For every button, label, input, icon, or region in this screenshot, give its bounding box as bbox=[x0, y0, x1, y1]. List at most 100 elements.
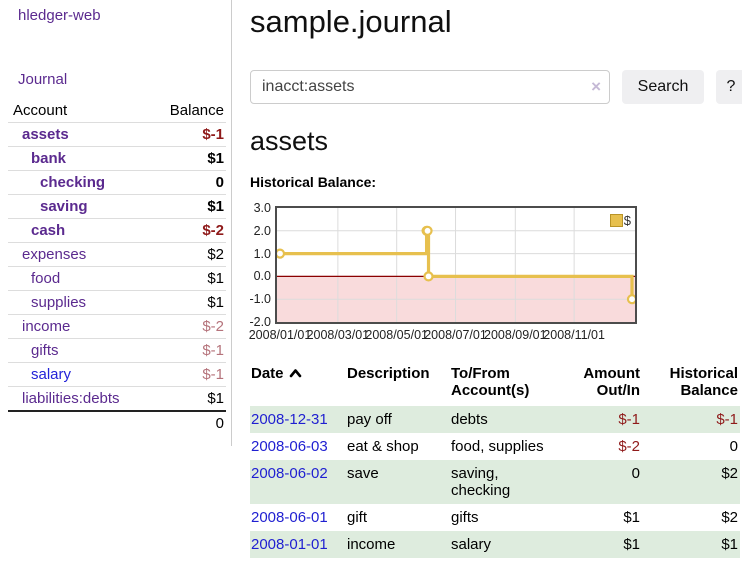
table-row: salary $-1 bbox=[8, 362, 226, 387]
transaction-amount: $1 bbox=[623, 509, 640, 526]
transaction-date-link[interactable]: 2008-06-01 bbox=[251, 509, 328, 526]
y-axis-tick: 3.0 bbox=[253, 201, 271, 215]
legend-label: $ bbox=[623, 213, 631, 228]
register-table: Date Description To/From Account(s) Amoun… bbox=[250, 360, 740, 558]
sidebar-account-food[interactable]: food bbox=[31, 270, 61, 287]
help-button[interactable]: ? bbox=[716, 70, 742, 104]
account-balance: $-1 bbox=[149, 362, 226, 387]
transaction-accounts: gifts bbox=[451, 509, 479, 526]
table-row: income $-2 bbox=[8, 314, 226, 339]
accounts-header-row: Account Balance bbox=[8, 99, 226, 123]
table-row: liabilities:debts $1 bbox=[8, 386, 226, 412]
transaction-amount: $-2 bbox=[618, 438, 640, 455]
transaction-amount: $-1 bbox=[570, 406, 642, 433]
clear-search-icon[interactable]: × bbox=[591, 77, 601, 96]
transaction-accounts: salary bbox=[450, 531, 570, 558]
accounts-total-row: 0 bbox=[8, 411, 226, 435]
search-input[interactable] bbox=[250, 70, 610, 104]
column-header-balance: Historical Balance bbox=[669, 365, 738, 399]
table-row: 2008-06-02 save saving, checking 0 $2 bbox=[250, 460, 740, 504]
account-balance: $-2 bbox=[149, 314, 226, 339]
column-header-amount: Amount Out/In bbox=[583, 365, 640, 399]
chart-canvas bbox=[277, 208, 635, 322]
app-brand-link[interactable]: hledger-web bbox=[18, 7, 101, 24]
transaction-date-link[interactable]: 2008-06-02 bbox=[251, 465, 328, 482]
transaction-description: pay off bbox=[346, 406, 450, 433]
chart-title: Historical Balance: bbox=[250, 174, 377, 190]
transaction-balance: $2 bbox=[721, 509, 738, 526]
account-balance: $-1 bbox=[149, 338, 226, 363]
column-header-description: Description bbox=[347, 365, 430, 382]
transaction-date-link[interactable]: 2008-12-31 bbox=[251, 411, 328, 428]
page-title: sample.journal bbox=[250, 4, 452, 39]
sidebar-account-expenses[interactable]: expenses bbox=[22, 246, 87, 263]
sidebar-account-bank[interactable]: bank bbox=[31, 150, 67, 167]
y-axis: 3.0 2.0 1.0 0.0 -1.0 -2.0 bbox=[249, 200, 271, 330]
table-row: assets $-1 bbox=[8, 122, 226, 147]
table-row: expenses $2 bbox=[8, 242, 226, 267]
transaction-balance: 0 bbox=[729, 438, 738, 455]
sidebar-account-income[interactable]: income bbox=[22, 318, 71, 335]
sidebar-account-salary[interactable]: salary bbox=[31, 366, 72, 383]
sidebar-item-journal[interactable]: Journal bbox=[18, 71, 68, 88]
chart-plot-area: $ bbox=[275, 206, 637, 324]
register-header-row: Date Description To/From Account(s) Amoun… bbox=[250, 360, 740, 406]
transaction-accounts: debts bbox=[450, 406, 570, 433]
transaction-accounts: food, supplies bbox=[451, 438, 544, 455]
x-axis-tick: 2008/01/01 bbox=[248, 328, 312, 342]
table-row: 2008-06-01 gift gifts $1 $2 bbox=[250, 504, 740, 531]
transaction-description: save bbox=[346, 460, 450, 504]
transaction-date-link[interactable]: 2008-06-03 bbox=[251, 438, 328, 455]
y-axis-tick: -2.0 bbox=[249, 315, 271, 329]
search-button[interactable]: Search bbox=[622, 70, 704, 104]
sidebar-account-cash[interactable]: cash bbox=[31, 222, 66, 239]
transaction-description: income bbox=[346, 531, 450, 558]
sidebar-account-saving[interactable]: saving bbox=[40, 198, 88, 215]
transaction-amount: 0 bbox=[570, 460, 642, 504]
transaction-balance: $2 bbox=[642, 460, 740, 504]
sidebar-account-liabilities-debts[interactable]: liabilities:debts bbox=[22, 390, 120, 407]
x-axis-tick: 2008/11/01 bbox=[543, 328, 605, 342]
transaction-balance: $-1 bbox=[642, 406, 740, 433]
accounts-header-account: Account bbox=[8, 99, 150, 123]
account-balance: $1 bbox=[149, 290, 226, 315]
x-axis-tick: 2008/03/01 bbox=[306, 328, 370, 342]
account-balance: $2 bbox=[149, 242, 226, 267]
account-balance: $1 bbox=[149, 266, 226, 291]
accounts-total-value: 0 bbox=[215, 415, 224, 432]
sidebar-account-checking[interactable]: checking bbox=[40, 174, 106, 191]
column-header-date[interactable]: Date bbox=[250, 360, 346, 406]
sidebar-account-gifts[interactable]: gifts bbox=[31, 342, 59, 359]
account-balance: 0 bbox=[149, 170, 226, 195]
table-row: 2008-12-31 pay off debts $-1 $-1 bbox=[250, 406, 740, 433]
table-row: cash $-2 bbox=[8, 218, 226, 243]
y-axis-tick: 0.0 bbox=[253, 269, 271, 284]
transaction-description: gift bbox=[347, 509, 368, 526]
y-axis-tick: 2.0 bbox=[253, 223, 271, 238]
table-row: food $1 bbox=[8, 266, 226, 291]
account-heading: assets bbox=[250, 126, 329, 156]
account-balance: $1 bbox=[149, 194, 226, 219]
account-balance: $1 bbox=[149, 386, 226, 412]
transaction-accounts: saving, checking bbox=[450, 460, 570, 504]
x-axis-tick: 2008/09/01 bbox=[484, 328, 547, 342]
chart-legend: $ bbox=[609, 213, 631, 228]
x-axis: 2008/01/01 2008/03/01 2008/05/01 2008/07/01… bbox=[249, 328, 635, 344]
x-axis-tick: 2008/07/01 bbox=[424, 328, 487, 342]
sidebar-account-assets[interactable]: assets bbox=[22, 126, 69, 143]
historical-balance-chart: 3.0 2.0 1.0 0.0 -1.0 -2.0 $ 2008/01/01 2008/03… bbox=[249, 200, 670, 350]
account-balance: $-2 bbox=[149, 218, 226, 243]
transaction-amount: $1 bbox=[570, 531, 642, 558]
transaction-description: eat & shop bbox=[347, 438, 419, 455]
table-row: bank $1 bbox=[8, 146, 226, 171]
transaction-balance: $1 bbox=[642, 531, 740, 558]
table-row: saving $1 bbox=[8, 194, 226, 219]
y-axis-tick: 1.0 bbox=[253, 246, 271, 261]
table-row: supplies $1 bbox=[8, 290, 226, 315]
table-row: 2008-01-01 income salary $1 $1 bbox=[250, 531, 740, 558]
search-form: × Search ? bbox=[250, 70, 742, 104]
sidebar: hledger-web Journal Account Balance asse… bbox=[0, 0, 232, 446]
table-row: 2008-06-03 eat & shop food, supplies $-2… bbox=[250, 433, 740, 460]
transaction-date-link[interactable]: 2008-01-01 bbox=[251, 536, 328, 553]
sidebar-account-supplies[interactable]: supplies bbox=[31, 294, 87, 311]
